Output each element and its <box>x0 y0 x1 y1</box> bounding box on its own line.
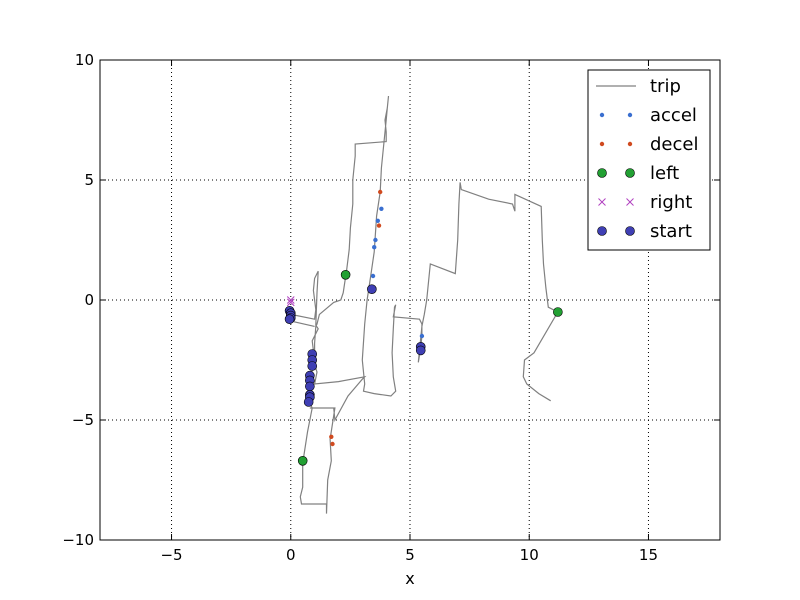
plot-area <box>284 95 563 514</box>
decel-point <box>376 223 382 228</box>
ticks: −5 0 5 10 15 −10 −5 0 5 10 <box>62 51 720 564</box>
start-point <box>305 381 315 392</box>
legend-label: right <box>650 192 692 213</box>
start-point <box>303 397 314 407</box>
y-tick-label: 0 <box>84 291 94 309</box>
legend-swatch <box>625 226 635 236</box>
legend-box <box>587 69 711 251</box>
legend-entry-left: left <box>597 163 679 184</box>
legend-swatch <box>627 141 633 147</box>
y-tick-label: −10 <box>62 531 94 549</box>
right-point <box>286 298 295 307</box>
y-tick-label: 5 <box>84 171 94 189</box>
legend-swatch <box>626 198 634 206</box>
legend-swatch <box>597 226 607 236</box>
accel-point <box>370 273 376 279</box>
accel-point <box>419 333 425 339</box>
decel-point <box>330 441 335 447</box>
accel-point <box>375 218 381 223</box>
x-tick-label: −5 <box>160 546 182 564</box>
legend-entry-decel: decel <box>599 134 698 155</box>
accel-point <box>373 237 378 243</box>
accel-point <box>372 245 377 250</box>
right-point-stroke <box>286 298 295 307</box>
x-tick-label: 15 <box>639 546 658 564</box>
right-point <box>286 296 295 304</box>
accel-point <box>379 206 384 211</box>
y-tick-label: 10 <box>75 51 94 69</box>
left-point <box>553 307 563 317</box>
legend-swatch <box>599 112 605 118</box>
legend-entry-start: start <box>597 221 692 242</box>
right-point-stroke <box>286 296 295 304</box>
start-point <box>415 345 426 356</box>
legend-swatch <box>627 112 633 118</box>
legend-swatch <box>598 198 606 206</box>
legend-label: start <box>650 221 692 242</box>
legend-entry-trip: trip <box>596 76 681 97</box>
decel-point <box>377 189 383 195</box>
trip-line <box>290 95 559 514</box>
left-point <box>340 269 351 280</box>
legend-entry-right: right <box>598 192 692 213</box>
legend-swatch <box>599 141 605 147</box>
legend-swatch <box>625 168 635 178</box>
legend: trip accel decel left right start <box>587 69 711 251</box>
x-tick-label: 10 <box>520 546 539 564</box>
start-point <box>284 314 295 325</box>
x-tick-label: 5 <box>405 546 415 564</box>
x-tick-label: 0 <box>286 546 296 564</box>
legend-label: accel <box>650 105 697 126</box>
legend-label: trip <box>650 76 681 97</box>
decel-point <box>329 434 334 439</box>
start-point <box>307 361 318 371</box>
start-point <box>367 284 377 295</box>
legend-swatch <box>597 168 607 178</box>
y-tick-label: −5 <box>72 411 94 429</box>
legend-label: left <box>650 163 679 184</box>
legend-entry-accel: accel <box>599 105 697 126</box>
x-axis-label: x <box>405 569 414 588</box>
legend-label: decel <box>650 134 698 155</box>
left-point <box>297 455 308 466</box>
